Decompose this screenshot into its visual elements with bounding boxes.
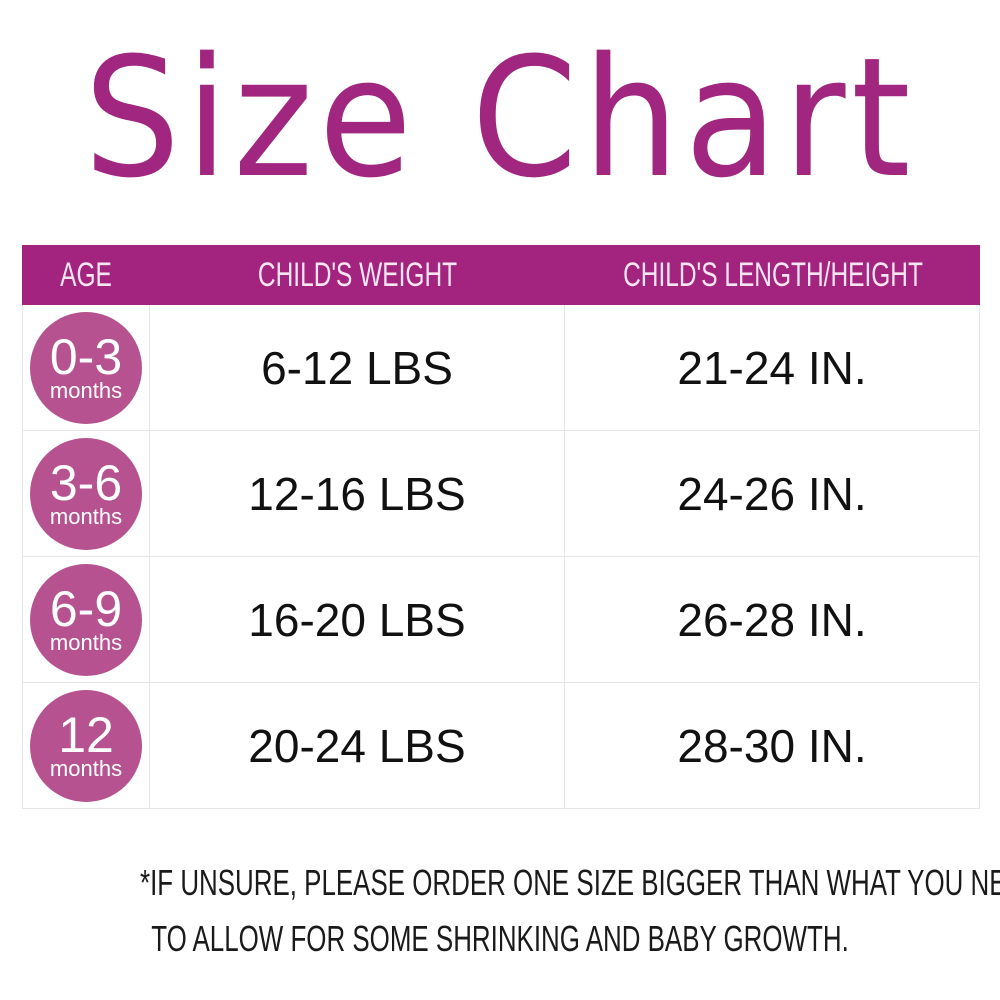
table-row: 3-6 months 12-16 LBS 24-26 IN. [22,431,980,557]
length-value: 26-28 IN. [677,593,867,646]
weight-cell: 16-20 LBS [150,557,565,682]
header-weight: CHILD'S WEIGHT [257,255,458,294]
weight-cell: 12-16 LBS [150,431,565,556]
weight-value: 6-12 LBS [261,341,453,394]
size-table: AGE CHILD'S WEIGHT CHILD'S LENGTH/HEIGHT… [22,245,980,809]
age-cell: 0-3 months [22,305,150,430]
age-range: 3-6 [49,454,123,511]
length-value: 21-24 IN. [677,341,867,394]
table-row: 6-9 months 16-20 LBS 26-28 IN. [22,557,980,683]
age-unit: months [49,377,123,403]
weight-value: 20-24 LBS [248,719,466,772]
length-cell: 24-26 IN. [565,431,980,556]
age-unit: months [49,503,123,529]
table-header: AGE CHILD'S WEIGHT CHILD'S LENGTH/HEIGHT [22,245,980,305]
weight-value: 16-20 LBS [248,593,466,646]
age-range: 12 [58,706,114,763]
age-unit: months [49,629,123,655]
page-title: Size Chart [83,22,917,214]
age-badge: 12 months [30,689,142,802]
header-length: CHILD'S LENGTH/HEIGHT [623,255,923,294]
note-line-2: TO ALLOW FOR SOME SHRINKING AND BABY GRO… [151,918,849,959]
length-value: 24-26 IN. [677,467,867,520]
age-badge: 6-9 months [30,563,142,676]
age-cell: 6-9 months [22,557,150,682]
age-badge: 0-3 months [30,311,142,424]
weight-cell: 6-12 LBS [150,305,565,430]
length-cell: 28-30 IN. [565,683,980,808]
age-range: 6-9 [49,580,123,637]
table-row: 12 months 20-24 LBS 28-30 IN. [22,683,980,809]
age-unit: months [49,755,123,781]
age-cell: 12 months [22,683,150,808]
age-range: 0-3 [49,328,123,385]
age-badge: 3-6 months [30,437,142,550]
age-cell: 3-6 months [22,431,150,556]
note-line-1: *IF UNSURE, PLEASE ORDER ONE SIZE BIGGER… [140,862,1000,903]
length-cell: 21-24 IN. [565,305,980,430]
table-row: 0-3 months 6-12 LBS 21-24 IN. [22,305,980,431]
weight-cell: 20-24 LBS [150,683,565,808]
header-age: AGE [60,255,112,294]
weight-value: 12-16 LBS [248,467,466,520]
length-value: 28-30 IN. [677,719,867,772]
length-cell: 26-28 IN. [565,557,980,682]
